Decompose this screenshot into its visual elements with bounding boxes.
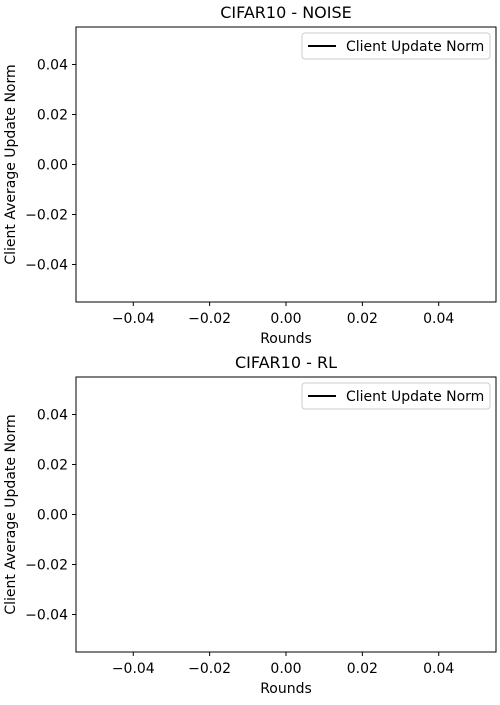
y-tick-label: −0.04 [25,258,68,274]
y-tick-label: 0.00 [37,508,68,524]
legend-box [301,382,491,410]
y-tick-label: 0.02 [37,108,68,124]
y-tick-label: 0.00 [37,158,68,174]
y-tick-label: −0.04 [25,608,68,624]
chart-title: CIFAR10 - RL [235,353,337,372]
x-tick-label: 0.00 [270,661,301,677]
x-tick-label: 0.04 [423,661,454,677]
legend-label: Client Update Norm [346,389,484,405]
plot-area-frame [75,26,497,303]
y-tick-label: −0.02 [25,558,68,574]
chart-title: CIFAR10 - NOISE [220,3,352,22]
x-axis-label: Rounds [260,681,312,697]
x-tick-label: −0.02 [188,661,231,677]
y-tick-label: −0.02 [25,208,68,224]
y-tick-label: 0.02 [37,458,68,474]
x-tick-label: −0.04 [112,311,155,327]
x-tick-label: 0.04 [423,311,454,327]
y-axis-label: Client Average Update Norm [3,414,19,614]
legend-label: Client Update Norm [346,39,484,55]
y-tick-label: 0.04 [37,408,68,424]
chart-panel-0: CIFAR10 - NOISE −0.04 −0.02 0.00 0.02 0.04 −0.… [3,3,497,347]
x-tick-label: −0.02 [188,311,231,327]
x-tick-label: 0.02 [347,661,378,677]
legend-box [301,32,491,60]
plot-area-frame [75,376,497,653]
x-axis-label: Rounds [260,331,312,347]
chart-panel-1: CIFAR10 - RL −0.04 −0.02 0.00 0.02 0.04 −0.04 −… [3,353,497,697]
x-tick-label: 0.02 [347,311,378,327]
x-tick-label: −0.04 [112,661,155,677]
x-tick-label: 0.00 [270,311,301,327]
y-tick-label: 0.04 [37,58,68,74]
legend: Client Update Norm [301,382,491,410]
legend: Client Update Norm [301,32,491,60]
y-axis-label: Client Average Update Norm [3,64,19,264]
